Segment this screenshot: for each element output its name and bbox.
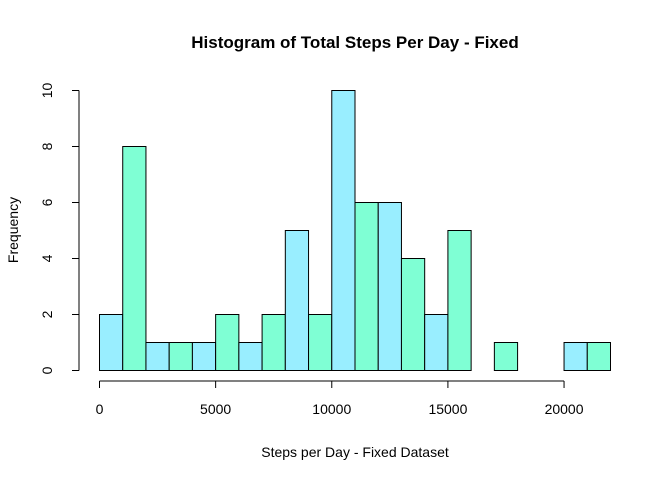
histogram-bar	[586, 342, 611, 371]
x-tick-label: 0	[96, 401, 104, 417]
histogram-bar	[122, 146, 147, 371]
x-tick-label: 10000	[312, 401, 351, 417]
y-tick-label: 8	[39, 142, 55, 150]
histogram-bar	[261, 314, 286, 371]
x-tick-label: 20000	[545, 401, 584, 417]
histogram-bar	[331, 90, 356, 371]
histogram-bar	[308, 314, 333, 371]
x-axis-label: Steps per Day - Fixed Dataset	[261, 444, 449, 460]
histogram-bar	[284, 230, 310, 371]
histogram-bar	[215, 314, 240, 371]
y-tick-label: 4	[39, 254, 55, 262]
x-axis: 0 5000 10000 15000 20000	[96, 380, 584, 417]
y-tick-label: 0	[39, 366, 55, 374]
histogram-bar	[563, 342, 588, 371]
y-tick-label: 2	[39, 310, 55, 318]
histogram-bar	[145, 342, 170, 371]
histogram-bar	[424, 314, 449, 371]
bars-group	[99, 90, 611, 371]
histogram-bar	[400, 258, 426, 371]
x-tick-label: 15000	[428, 401, 467, 417]
histogram-bar	[377, 202, 402, 371]
histogram-bar	[238, 342, 263, 371]
x-tick-label: 5000	[200, 401, 231, 417]
histogram-bar	[99, 314, 124, 371]
y-tick-label: 10	[39, 83, 55, 99]
histogram-bar	[191, 342, 217, 371]
histogram-bar	[447, 230, 472, 371]
histogram-bar	[493, 342, 519, 371]
histogram-bar	[168, 342, 193, 371]
histogram-bar	[354, 202, 379, 371]
y-axis-label: Frequency	[5, 197, 21, 263]
y-tick-label: 6	[39, 198, 55, 206]
chart-title: Histogram of Total Steps Per Day - Fixed	[191, 33, 518, 52]
y-axis: 0 2 4 6 8 10	[39, 83, 80, 374]
